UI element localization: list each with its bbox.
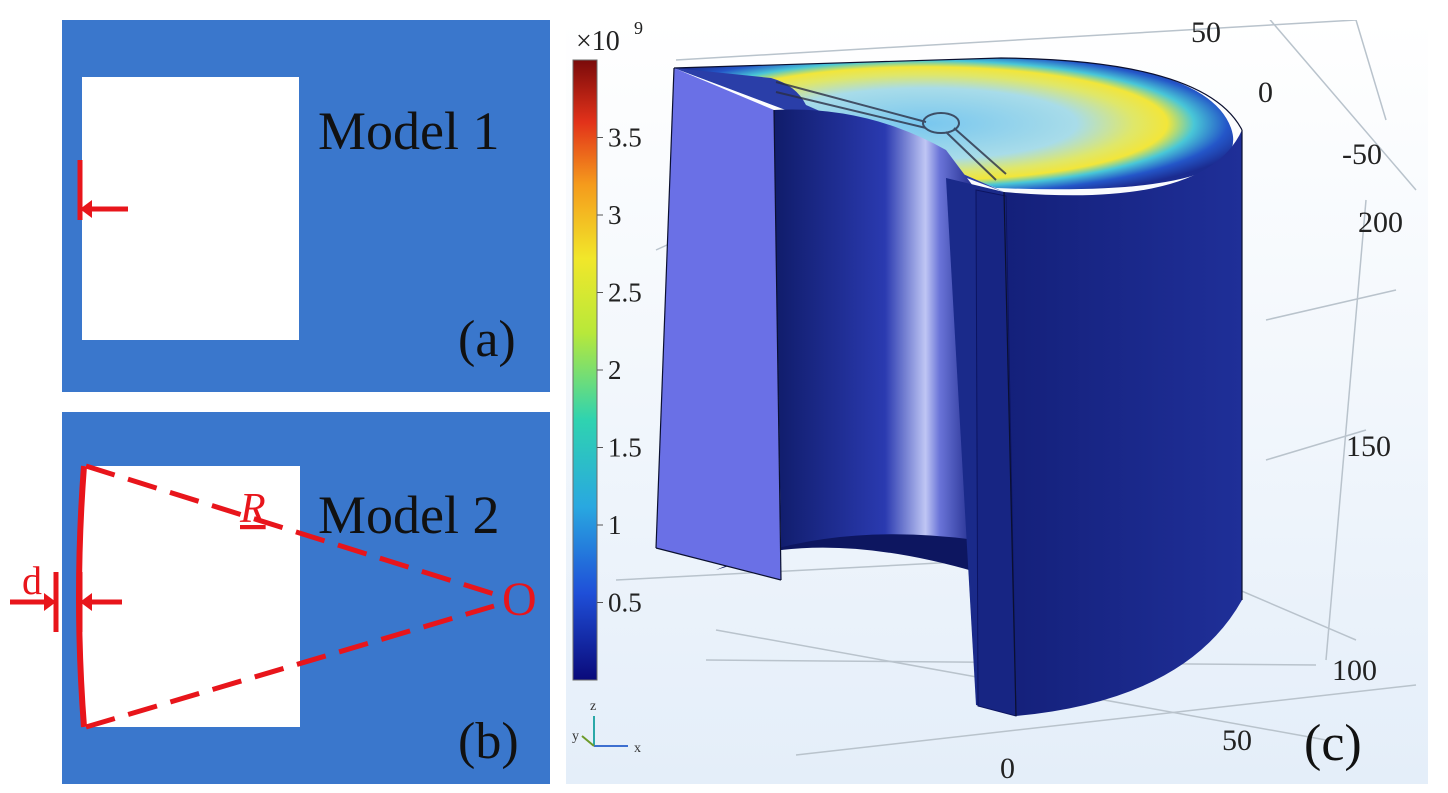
model-2-cavity <box>79 466 300 727</box>
panel-b-letter: (b) <box>458 713 519 770</box>
panel-a-letter: (a) <box>458 311 516 368</box>
model-1-title: Model 1 <box>318 101 500 161</box>
panel-b-model-2: d R O Model 2 (b) <box>10 412 550 784</box>
triad-x-label: x <box>634 741 641 756</box>
axis-top-tick-1: 0 <box>1258 76 1273 109</box>
model-1-thickness-marker: d <box>77 160 128 220</box>
model-2-radius-label: R <box>239 486 266 532</box>
triad-z-label: z <box>590 699 596 714</box>
simulation-plot: ×10 9 3.5 3 2.5 2 1.5 1 0.5 50 0 -50 200 150 1… <box>566 14 1428 785</box>
colorbar-tick-label: 1.5 <box>608 433 642 463</box>
axis-triad: z y x <box>572 699 641 756</box>
axis-top-tick-0: 50 <box>1191 20 1221 49</box>
model-2-geometry: d R O <box>10 463 537 730</box>
triad-y-label: y <box>572 729 579 744</box>
colorbar-tick-label: 1 <box>608 510 622 540</box>
colorbar <box>572 59 598 681</box>
colorbar-ticks: 3.5 3 2.5 2 1.5 1 0.5 <box>597 123 642 618</box>
colorbar-tick-label: 2 <box>608 355 622 385</box>
colorbar-tick-label: 2.5 <box>608 278 642 308</box>
colorbar-tick-label: 3 <box>608 200 622 230</box>
colorbar-multiplier: ×10 <box>576 26 620 57</box>
axis-z-tick-0: 200 <box>1358 206 1403 239</box>
axis-z-tick-1: 150 <box>1346 430 1391 463</box>
model-2-radius-line-top <box>85 463 495 597</box>
colorbar-tick-label: 3.5 <box>608 123 642 153</box>
axis-bottom-tick-0: 0 <box>1000 752 1015 784</box>
model-2-title: Model 2 <box>318 485 500 545</box>
panel-c-3d-simulation: ×10 9 3.5 3 2.5 2 1.5 1 0.5 50 0 -50 200 150 1… <box>566 14 1428 785</box>
cylinder-model <box>655 57 1243 717</box>
axis-bottom-tick-1: 50 <box>1222 724 1252 757</box>
panel-c-letter: (c) <box>1304 715 1362 772</box>
colorbar-tick-label: 0.5 <box>608 588 642 618</box>
axis-z-tick-2: 100 <box>1332 654 1377 687</box>
panel-a-model-1: Model 1 (a) d <box>62 20 550 392</box>
colorbar-exponent: 9 <box>634 20 643 38</box>
model-2-radius-line-bottom <box>85 603 495 730</box>
axis-top-tick-2: -50 <box>1342 138 1382 171</box>
model-2-center-label: O <box>502 573 537 626</box>
model-2-d-label: d <box>22 558 42 603</box>
